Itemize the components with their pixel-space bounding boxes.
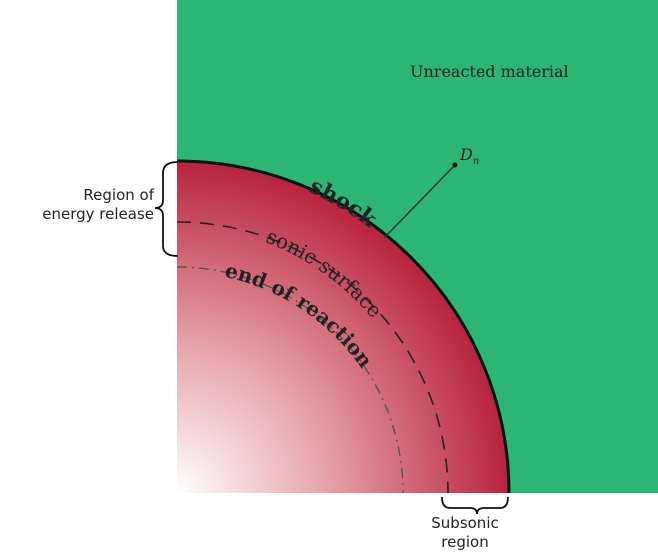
energy-release-brace bbox=[154, 161, 179, 257]
subsonic-region-label-line1: Subsonic bbox=[431, 514, 499, 532]
subsonic-region-label-line2: region bbox=[441, 533, 489, 551]
subsonic-bracket bbox=[441, 496, 509, 515]
velocity-arrow-tip bbox=[452, 162, 458, 168]
reaction-zone bbox=[177, 161, 509, 493]
energy-release-label-line2: energy release bbox=[42, 205, 154, 223]
energy-release-label: Region of energy release bbox=[8, 186, 154, 224]
energy-release-label-line1: Region of bbox=[83, 186, 154, 204]
velocity-arrow bbox=[383, 164, 456, 239]
end-of-reaction-line bbox=[176, 266, 404, 494]
detonation-velocity-label: Dn bbox=[459, 145, 479, 167]
unreacted-material-label: Unreacted material bbox=[410, 62, 569, 81]
subsonic-region-label: Subsonic region bbox=[415, 514, 515, 552]
sonic-surface-line bbox=[176, 221, 449, 494]
shock-front bbox=[176, 159, 511, 494]
